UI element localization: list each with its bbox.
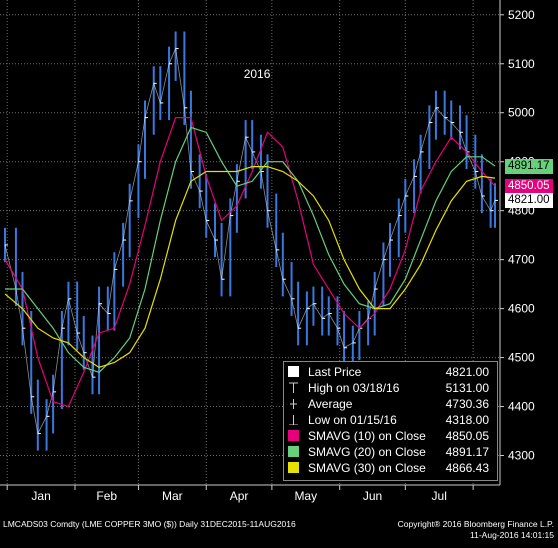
smavg30-line xyxy=(4,165,496,369)
x-tick-label: Feb xyxy=(96,489,117,503)
chart-axes: 4300440045004600470048004900500051005200… xyxy=(0,0,535,503)
legend-label: High on 03/18/16 xyxy=(308,381,400,395)
x-tick-label: Apr xyxy=(230,489,249,503)
legend-row-average: Average 4730.36 xyxy=(284,396,495,412)
x-tick-label: Jan xyxy=(31,489,50,503)
legend-row-smavg30: SMAVG (30) on Close 4866.43 xyxy=(284,460,495,476)
y-tick-label: 4700 xyxy=(508,253,535,267)
chart-legend: Last Price 4821.00 High on 03/18/16 5131… xyxy=(283,361,498,481)
smavg30-swatch xyxy=(288,462,299,473)
price-tag-smavg10: 4850.05 xyxy=(505,178,553,194)
legend-value: 5131.00 xyxy=(445,381,489,395)
legend-value: 4318.00 xyxy=(445,413,489,427)
legend-label: Low on 01/15/16 xyxy=(308,413,397,427)
average-marker-icon xyxy=(290,399,297,409)
price-tag-smavg20: 4891.17 xyxy=(505,158,553,174)
x-tick-label: Jul xyxy=(432,489,447,503)
smavg10-swatch xyxy=(288,430,299,441)
low-marker-icon xyxy=(289,415,298,425)
legend-label: SMAVG (20) on Close xyxy=(308,445,426,459)
smavg10-line xyxy=(4,117,496,408)
last-price-swatch xyxy=(288,366,299,377)
legend-value: 4821.00 xyxy=(445,365,489,379)
legend-row-low: Low on 01/15/16 4318.00 xyxy=(284,412,495,428)
legend-row-high: High on 03/18/16 5131.00 xyxy=(284,380,495,396)
x-tick-label: Jun xyxy=(363,489,382,503)
legend-label: Last Price xyxy=(308,365,362,379)
y-tick-label: 5100 xyxy=(508,57,535,71)
legend-row-last-price: Last Price 4821.00 xyxy=(284,364,495,380)
smavg20-line xyxy=(5,126,496,373)
y-tick-label: 4600 xyxy=(508,302,535,316)
security-description: LMCADS03 Comdty (LME COPPER 3MO ($)) Dai… xyxy=(3,519,296,529)
legend-label: Average xyxy=(308,397,353,411)
legend-value: 4850.05 xyxy=(445,429,489,443)
chart-grid xyxy=(0,0,500,485)
legend-label: SMAVG (30) on Close xyxy=(308,461,426,475)
copyright-block: Copyright® 2016 Bloomberg Finance L.P. 1… xyxy=(398,519,554,541)
legend-value: 4866.43 xyxy=(445,461,489,475)
legend-value: 4730.36 xyxy=(445,397,489,411)
year-label: 2016 xyxy=(244,67,271,81)
y-tick-label: 5000 xyxy=(508,106,535,120)
timestamp-text: 11-Aug-2016 14:01:15 xyxy=(470,530,554,540)
copyright-text: Copyright® 2016 Bloomberg Finance L.P. xyxy=(397,519,554,529)
high-marker-icon xyxy=(289,382,298,393)
legend-label: SMAVG (10) on Close xyxy=(308,429,426,443)
y-tick-label: 4300 xyxy=(508,449,535,463)
price-tag-last-price: 4821.00 xyxy=(505,192,553,208)
x-tick-label: May xyxy=(294,489,317,503)
x-tick-label: Mar xyxy=(162,489,183,503)
legend-row-smavg10: SMAVG (10) on Close 4850.05 xyxy=(284,428,495,444)
y-tick-label: 4500 xyxy=(508,351,535,365)
chart-series xyxy=(4,31,498,451)
smavg20-swatch xyxy=(288,446,299,457)
legend-value: 4891.17 xyxy=(445,445,489,459)
legend-row-smavg20: SMAVG (20) on Close 4891.17 xyxy=(284,444,495,460)
y-tick-label: 4400 xyxy=(508,400,535,414)
y-tick-label: 5200 xyxy=(508,8,535,22)
